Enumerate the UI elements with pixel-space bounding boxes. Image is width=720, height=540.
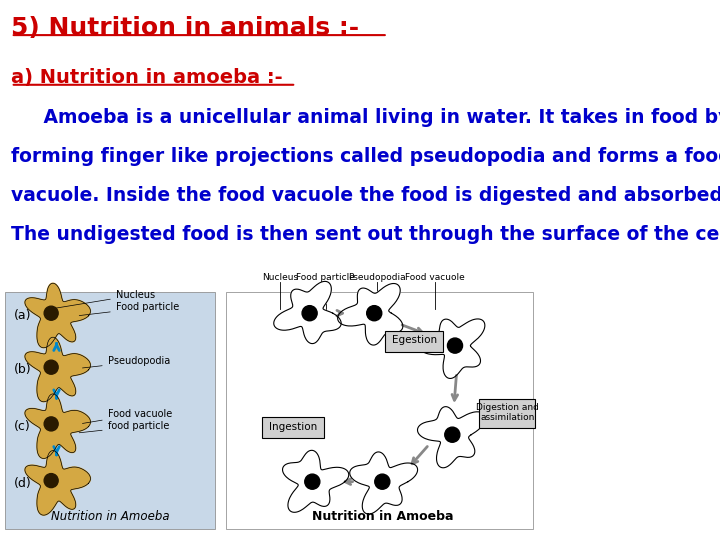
Text: (a): (a) — [14, 309, 31, 322]
Polygon shape — [25, 337, 91, 402]
Text: (c): (c) — [14, 420, 30, 433]
Ellipse shape — [445, 427, 460, 442]
Ellipse shape — [305, 474, 320, 489]
Text: Egestion: Egestion — [392, 335, 436, 345]
Circle shape — [44, 306, 58, 320]
Ellipse shape — [447, 338, 462, 353]
Text: Nucleus: Nucleus — [54, 290, 155, 308]
Text: forming finger like projections called pseudopodia and forms a food: forming finger like projections called p… — [11, 147, 720, 166]
Text: 5) Nutrition in animals :-: 5) Nutrition in animals :- — [11, 16, 359, 40]
Polygon shape — [419, 319, 485, 379]
Text: Pseudopodia: Pseudopodia — [348, 273, 406, 282]
Ellipse shape — [375, 474, 390, 489]
Circle shape — [44, 360, 58, 374]
FancyBboxPatch shape — [5, 292, 215, 529]
Polygon shape — [274, 281, 341, 343]
FancyBboxPatch shape — [262, 417, 323, 438]
Polygon shape — [338, 284, 402, 345]
Circle shape — [44, 474, 58, 488]
Polygon shape — [25, 394, 91, 458]
Text: Nucleus: Nucleus — [262, 273, 298, 282]
Polygon shape — [25, 283, 91, 348]
Circle shape — [44, 417, 58, 431]
Polygon shape — [282, 450, 348, 512]
Text: Food vacuole: Food vacuole — [405, 273, 465, 282]
FancyBboxPatch shape — [226, 292, 533, 529]
Text: food particle: food particle — [79, 421, 169, 433]
Text: Food particle: Food particle — [79, 302, 179, 315]
Text: (b): (b) — [14, 363, 31, 376]
Text: Pseudopodia: Pseudopodia — [83, 356, 170, 368]
Polygon shape — [350, 452, 418, 514]
Text: Food vacuole: Food vacuole — [82, 409, 172, 423]
Polygon shape — [25, 450, 91, 515]
Text: (d): (d) — [14, 477, 31, 490]
FancyBboxPatch shape — [480, 399, 535, 428]
Text: vacuole. Inside the food vacuole the food is digested and absorbed.: vacuole. Inside the food vacuole the foo… — [11, 186, 720, 205]
Text: Nutrition in Amoeba: Nutrition in Amoeba — [312, 510, 453, 523]
Text: Ingestion: Ingestion — [269, 422, 317, 431]
FancyBboxPatch shape — [385, 331, 443, 352]
Text: a) Nutrition in amoeba :-: a) Nutrition in amoeba :- — [11, 68, 282, 86]
Text: Amoeba is a unicellular animal living in water. It takes in food by: Amoeba is a unicellular animal living in… — [11, 108, 720, 127]
Text: Food particle: Food particle — [297, 273, 355, 282]
Text: Nutrition in Amoeba: Nutrition in Amoeba — [51, 510, 170, 523]
Ellipse shape — [302, 306, 317, 321]
Ellipse shape — [366, 306, 382, 321]
Text: Digestion and
assimilation: Digestion and assimilation — [476, 403, 539, 422]
Polygon shape — [418, 407, 485, 468]
Text: The undigested food is then sent out through the surface of the cell.: The undigested food is then sent out thr… — [11, 225, 720, 244]
